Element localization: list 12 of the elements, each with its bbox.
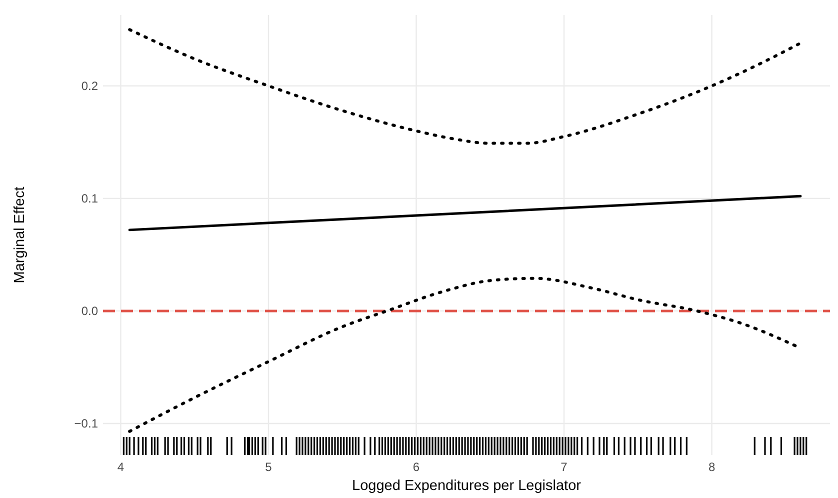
y-axis-title: Marginal Effect	[12, 186, 28, 284]
x-tick-label: 7	[560, 460, 568, 474]
x-tick-label: 8	[708, 460, 716, 474]
x-axis-title: Logged Expenditures per Legislator	[352, 478, 582, 494]
y-tick-label: 0.2	[81, 78, 98, 93]
x-tick-label: 4	[117, 460, 124, 474]
line-series	[128, 28, 802, 145]
y-tick-label: −0.1	[74, 416, 98, 430]
x-tick-label: 6	[412, 460, 420, 474]
x-tick-label: 5	[265, 460, 272, 474]
y-tick-label: 0.0	[81, 304, 98, 318]
y-tick-label: 0.1	[81, 191, 98, 206]
